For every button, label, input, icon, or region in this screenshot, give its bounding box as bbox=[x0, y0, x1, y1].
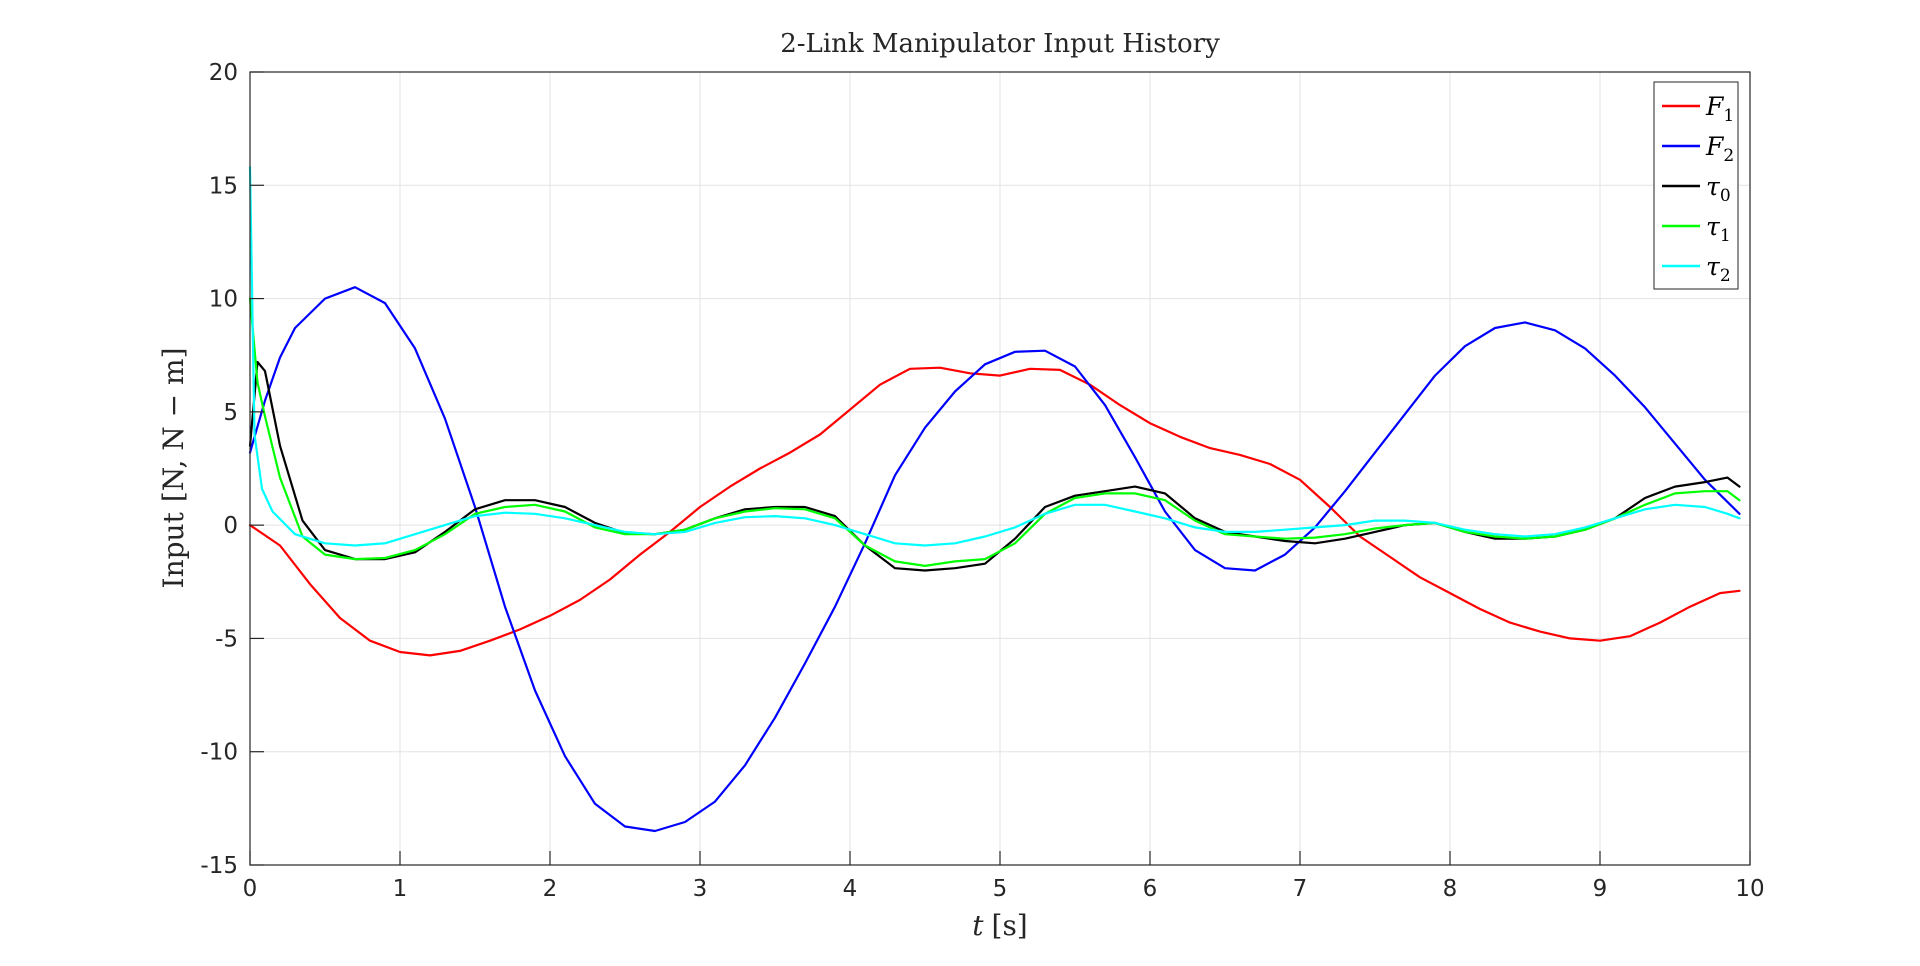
x-tick-label-1: 1 bbox=[393, 876, 408, 902]
x-axis-label: t [s] bbox=[972, 909, 1027, 942]
legend-label-tau0: τ0 bbox=[1706, 172, 1731, 206]
legend-label-tau1: τ1 bbox=[1706, 212, 1731, 246]
x-tick-label-0: 0 bbox=[243, 876, 258, 902]
x-tick-label-10: 10 bbox=[1735, 876, 1764, 902]
y-tick-label-0: -15 bbox=[200, 853, 238, 879]
y-axis-label-main: Input bbox=[157, 511, 190, 588]
y-tick-label-7: 20 bbox=[209, 60, 238, 86]
x-tick-label-9: 9 bbox=[1593, 876, 1608, 902]
series-line-tau0 bbox=[248, 360, 1741, 572]
y-axis-label-unit: [N, N − m] bbox=[157, 348, 190, 503]
legend-label-F2: F2 bbox=[1705, 132, 1734, 166]
y-tick-label-5: 10 bbox=[209, 287, 238, 313]
series-line-F1 bbox=[248, 366, 1741, 657]
y-tick-label-2: -5 bbox=[215, 626, 238, 652]
y-axis-label: Input [N, N − m] bbox=[157, 348, 190, 589]
x-tick-label-2: 2 bbox=[543, 876, 558, 902]
legend: F1 F2 τ0 τ1 τ2 bbox=[1653, 81, 1739, 290]
y-tick-label-3: 0 bbox=[223, 513, 238, 539]
series-line-F2 bbox=[248, 286, 1741, 833]
axis-ticks bbox=[249, 71, 1751, 866]
y-tick-label-1: -10 bbox=[200, 740, 238, 766]
legend-items: F1 F2 τ0 τ1 τ2 bbox=[1662, 92, 1734, 286]
legend-label-tau2: τ2 bbox=[1706, 252, 1731, 286]
x-tick-label-7: 7 bbox=[1293, 876, 1308, 902]
x-tick-label-5: 5 bbox=[993, 876, 1008, 902]
x-tick-label-4: 4 bbox=[843, 876, 858, 902]
series-layer bbox=[248, 166, 1741, 833]
series-line-tau1 bbox=[248, 297, 1741, 568]
chart-title: 2-Link Manipulator Input History bbox=[780, 29, 1220, 59]
x-tick-labels: 0 1 2 3 4 5 6 7 8 9 10 bbox=[243, 876, 1765, 902]
legend-label-F1: F1 bbox=[1705, 92, 1734, 126]
x-axis-label-unit: [s] bbox=[992, 909, 1028, 942]
y-tick-labels: -15 -10 -5 0 5 10 15 20 bbox=[200, 60, 238, 879]
x-tick-label-8: 8 bbox=[1443, 876, 1458, 902]
y-tick-label-4: 5 bbox=[223, 400, 238, 426]
x-axis-label-main: t bbox=[972, 909, 984, 942]
series-line-tau2 bbox=[248, 166, 1741, 547]
x-tick-label-3: 3 bbox=[693, 876, 708, 902]
y-tick-label-6: 15 bbox=[209, 173, 238, 199]
x-tick-label-6: 6 bbox=[1143, 876, 1158, 902]
